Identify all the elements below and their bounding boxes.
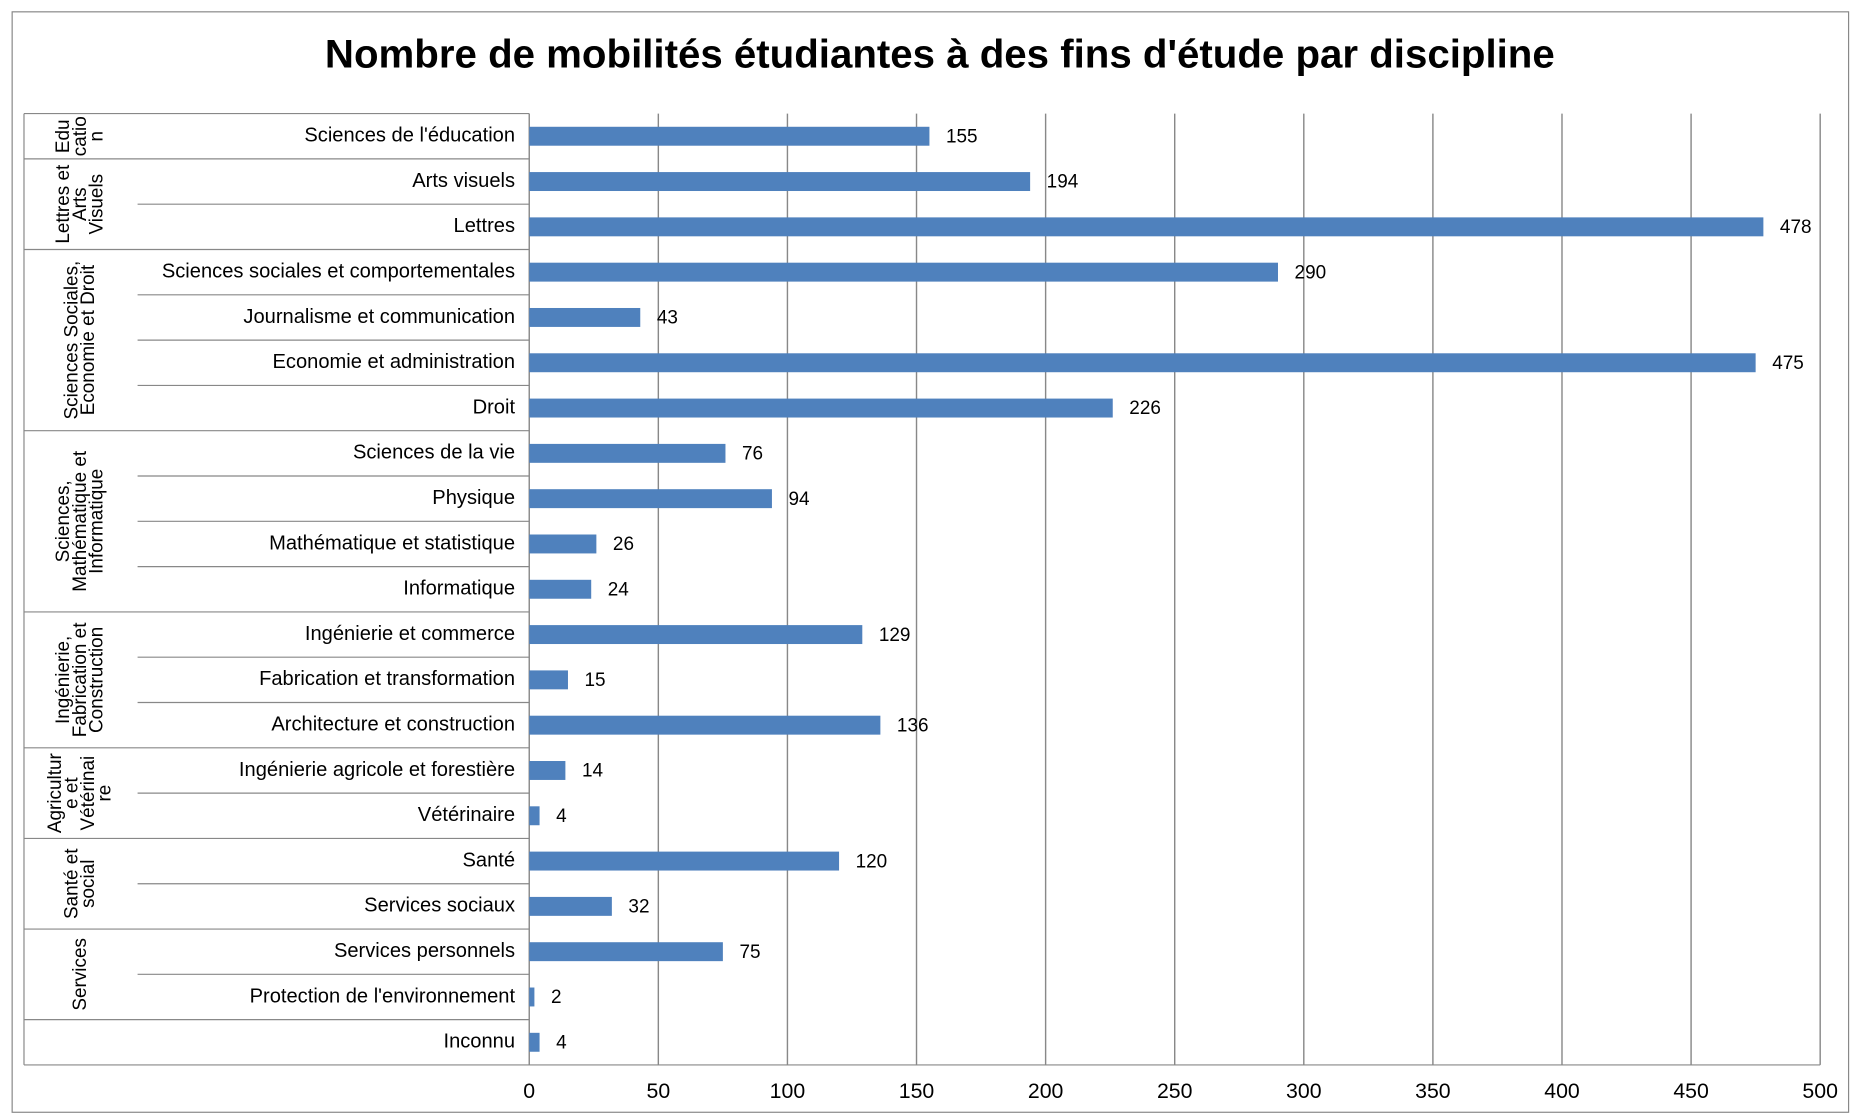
y-tick-label: Physique — [432, 487, 515, 509]
data-label: 478 — [1780, 217, 1812, 238]
y-tick-label: Sciences sociales et comportementales — [162, 260, 515, 282]
group-label: Edu — [53, 119, 74, 153]
data-label: 475 — [1772, 353, 1804, 374]
y-tick-label: Sciences de la vie — [353, 442, 515, 464]
y-tick-label: Protection de l'environnement — [250, 985, 516, 1007]
group-label: catio — [70, 116, 91, 156]
chart-title: Nombre de mobilités étudiantes à des fin… — [325, 31, 1555, 76]
group-label: Fabrication et — [70, 622, 91, 737]
data-label: 194 — [1047, 172, 1079, 193]
y-tick-label: Mathématique et statistique — [269, 532, 515, 554]
bar — [529, 172, 1031, 192]
data-label: 129 — [879, 625, 911, 646]
y-tick-label: Informatique — [403, 578, 515, 600]
y-tick-label: Inconnu — [443, 1031, 515, 1053]
group-label: Sciences Sociales, — [62, 261, 83, 420]
bar — [529, 489, 772, 509]
x-tick-label: 250 — [1157, 1079, 1193, 1103]
bar — [529, 534, 597, 554]
data-label: 94 — [789, 489, 810, 510]
group-label: Arts — [70, 187, 91, 221]
group-label: Vétérinai — [78, 756, 99, 831]
group-label: e et — [62, 777, 83, 809]
group-label: Ingénierie, — [53, 636, 74, 724]
x-tick-label: 0 — [523, 1079, 535, 1103]
data-label: 226 — [1129, 398, 1161, 419]
x-tick-label: 450 — [1673, 1079, 1709, 1103]
group-label: Construction — [86, 627, 107, 733]
y-tick-label: Services personnels — [334, 940, 515, 962]
bar — [529, 896, 612, 916]
y-tick-label: Economie et administration — [272, 351, 515, 373]
y-tick-label: Ingénierie agricole et forestière — [239, 759, 515, 781]
group-label: Santé et — [62, 848, 83, 919]
group-label: Visuels — [86, 174, 107, 235]
bar — [529, 625, 863, 645]
bar — [529, 398, 1113, 418]
group-label: Lettres et — [53, 164, 74, 244]
x-tick-label: 200 — [1028, 1079, 1064, 1103]
y-tick-label: Droit — [473, 396, 516, 418]
bar — [529, 670, 568, 690]
chart-frame — [11, 11, 1850, 1113]
data-label: 15 — [585, 670, 606, 691]
bar — [529, 579, 592, 599]
x-tick-label: 400 — [1544, 1079, 1580, 1103]
y-tick-label: Journalisme et communication — [243, 306, 515, 328]
y-tick-label: Fabrication et transformation — [259, 668, 515, 690]
data-label: 75 — [739, 942, 760, 963]
x-tick-label: 100 — [770, 1079, 806, 1103]
bar — [529, 353, 1756, 373]
group-label: Services — [70, 938, 91, 1011]
bar — [529, 126, 930, 146]
y-tick-label: Vétérinaire — [418, 804, 515, 826]
bar — [529, 761, 566, 780]
y-tick-label: Sciences de l'éducation — [304, 125, 515, 147]
data-label: 24 — [608, 579, 629, 600]
bar — [529, 987, 535, 1007]
bar — [529, 307, 641, 327]
group-label: re — [95, 785, 116, 802]
bar — [529, 806, 540, 826]
group-label: social — [78, 860, 99, 908]
x-tick-label: 350 — [1415, 1079, 1451, 1103]
data-label: 32 — [628, 897, 649, 918]
y-tick-label: Arts visuels — [412, 170, 515, 192]
group-label: Agricultur — [45, 753, 66, 833]
data-label: 43 — [657, 308, 678, 329]
bar — [529, 443, 726, 463]
data-label: 4 — [556, 1032, 567, 1053]
data-label: 155 — [946, 126, 978, 147]
bar — [529, 715, 881, 735]
data-label: 4 — [556, 806, 567, 827]
group-label: Sciences, — [53, 480, 74, 562]
data-label: 136 — [897, 715, 929, 736]
data-label: 290 — [1295, 262, 1327, 283]
x-tick-label: 50 — [646, 1079, 670, 1103]
bar — [529, 1032, 540, 1052]
data-label: 120 — [856, 851, 888, 872]
bar — [529, 851, 840, 871]
group-label: Informatique — [86, 469, 107, 574]
data-label: 76 — [742, 444, 763, 465]
bar — [529, 217, 1764, 237]
bar — [529, 942, 723, 962]
bar — [529, 262, 1278, 282]
y-tick-label: Santé — [462, 849, 515, 871]
data-label: 2 — [551, 987, 562, 1008]
group-label: Mathématique et — [70, 450, 91, 592]
data-label: 14 — [582, 761, 603, 782]
y-tick-label: Lettres — [454, 215, 515, 237]
y-tick-label: Ingénierie et commerce — [305, 623, 515, 645]
y-tick-label: Services sociaux — [364, 895, 515, 917]
group-label: Economie et Droit — [78, 264, 99, 415]
group-label: n — [86, 131, 107, 142]
x-tick-label: 150 — [899, 1079, 935, 1103]
x-tick-label: 500 — [1802, 1079, 1838, 1103]
x-tick-label: 300 — [1286, 1079, 1322, 1103]
y-tick-label: Architecture et construction — [271, 713, 515, 735]
data-label: 26 — [613, 534, 634, 555]
